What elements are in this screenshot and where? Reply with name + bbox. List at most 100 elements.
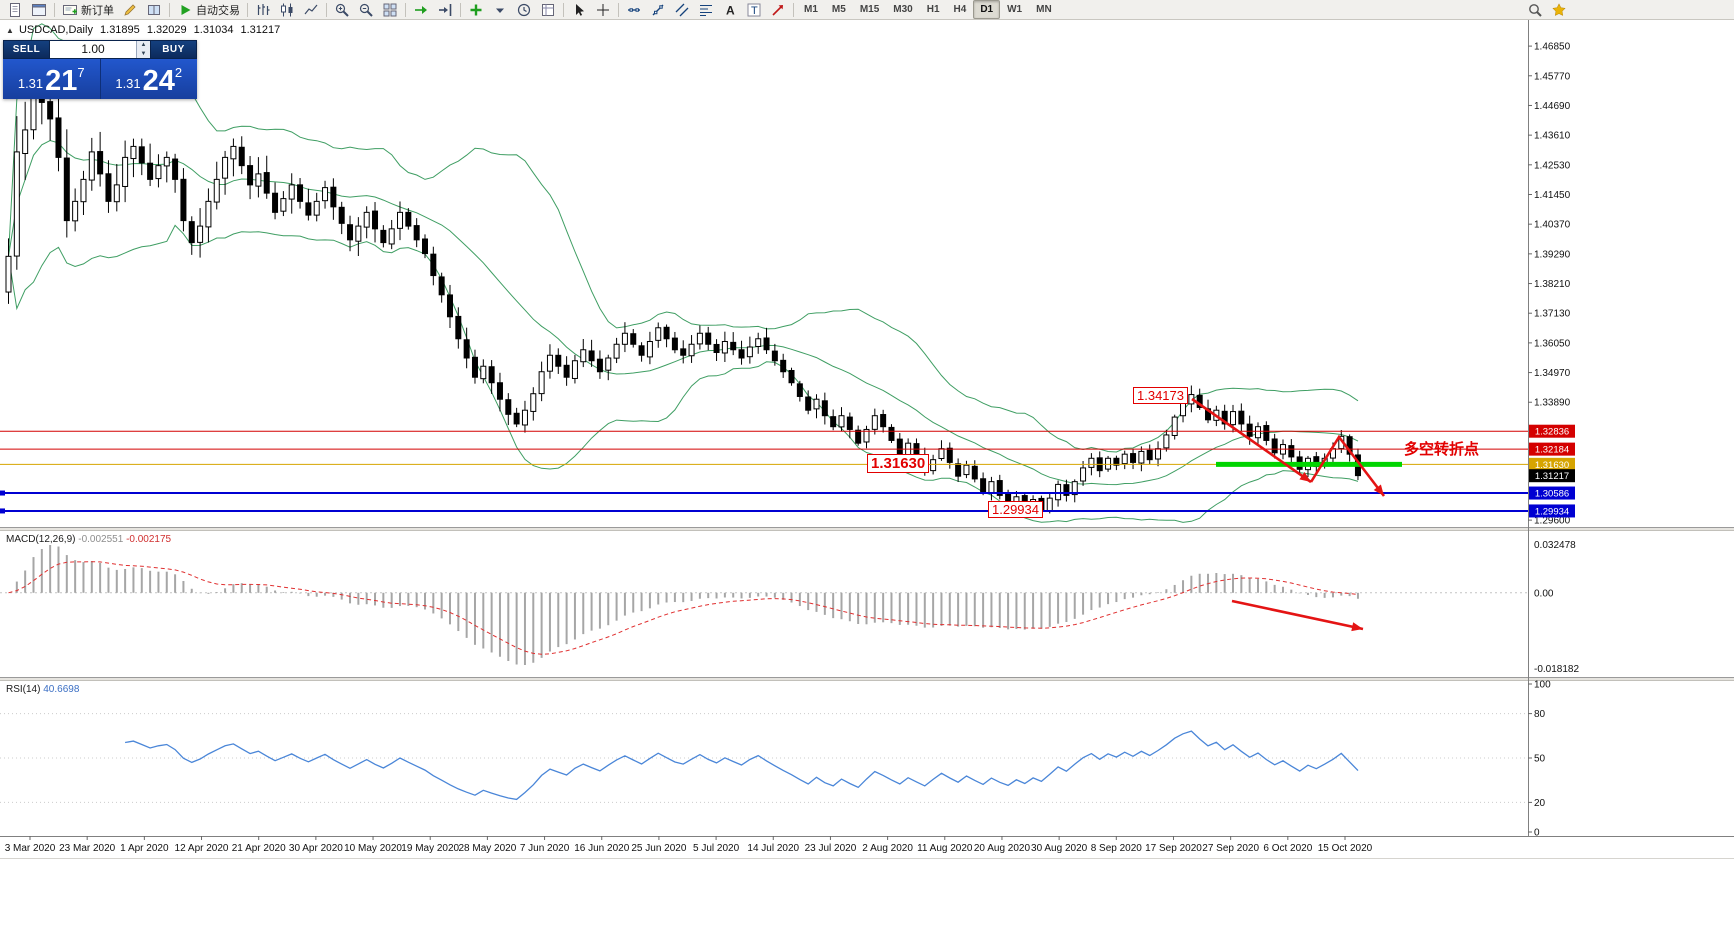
page-icon — [7, 2, 23, 18]
crosshair-button[interactable] — [592, 0, 614, 20]
search-button[interactable] — [1524, 0, 1546, 20]
candle-body — [521, 409, 528, 426]
hline-anchor[interactable] — [0, 508, 5, 514]
candle-body — [88, 151, 95, 181]
arrows-tool-button[interactable] — [767, 0, 789, 20]
volume-value[interactable]: 1.00 — [81, 42, 105, 56]
price-scale-label: 1.42530 — [1534, 160, 1571, 171]
symbol-marker-icon: ▲ — [6, 26, 14, 35]
timeframe-MN[interactable]: MN — [1036, 4, 1052, 15]
indicators-button[interactable] — [465, 0, 487, 20]
annotation-price-1-31630[interactable]: 1.31630 — [867, 454, 930, 473]
pane-separator[interactable] — [0, 677, 1734, 681]
bar-chart-mode-button[interactable] — [252, 0, 274, 20]
new-order-button[interactable]: 新订单 — [59, 0, 117, 20]
zoom-out-button[interactable] — [355, 0, 377, 20]
hline-anchor[interactable] — [0, 490, 5, 496]
volume-down-icon[interactable]: ▼ — [137, 49, 150, 58]
templates-button[interactable] — [537, 0, 559, 20]
indicators-list-button[interactable] — [489, 0, 511, 20]
periods-button[interactable] — [513, 0, 535, 20]
candle-body — [1263, 425, 1270, 441]
label-tool-button[interactable]: T — [743, 0, 765, 20]
date-label: 19 May 2020 — [401, 843, 459, 854]
new-order-label: 新订单 — [81, 4, 114, 17]
candle-body — [5, 255, 12, 293]
new-chart-button[interactable] — [4, 0, 26, 20]
candle-body — [846, 416, 853, 430]
tile-icon — [382, 2, 398, 18]
horizontal-line-tool-button[interactable] — [623, 0, 645, 20]
volume-spinner[interactable]: 1.00 ▲ ▼ — [50, 40, 150, 59]
price-scale-label: 1.45770 — [1534, 71, 1571, 82]
one-click-trade-panel: SELL 1.00 ▲ ▼ BUY 1.31 21 7 1.31 24 2 — [3, 40, 197, 99]
price-scale[interactable]: 1.46850 1.45770 1.44690 1.43610 1.42530 1.414… — [1528, 42, 1575, 527]
play-icon — [177, 2, 193, 18]
candle-body — [630, 333, 637, 345]
trend-arrow-line[interactable] — [1309, 434, 1386, 497]
date-label: 30 Apr 2020 — [289, 843, 343, 854]
auto-scroll-button[interactable] — [410, 0, 432, 20]
timeframe-M5[interactable]: M5 — [831, 4, 846, 15]
price-scale-label: 1.41450 — [1534, 190, 1571, 201]
timeframe-W1[interactable]: W1 — [1007, 4, 1023, 15]
candle-body — [430, 253, 437, 277]
volume-up-icon[interactable]: ▲ — [137, 41, 150, 50]
candle-chart-mode-button[interactable] — [276, 0, 298, 20]
candle-body — [355, 225, 362, 242]
candle-body — [130, 145, 137, 160]
annotation-turning-point-note[interactable]: 多空转折点 — [1404, 441, 1480, 458]
channel-tool-button[interactable] — [671, 0, 693, 20]
sell-button[interactable]: SELL — [3, 40, 50, 59]
timeframe-M15[interactable]: M15 — [859, 4, 880, 15]
timeframe-H1[interactable]: H1 — [926, 4, 940, 15]
sell-price[interactable]: 1.31 21 7 — [3, 59, 101, 99]
timeframe-H4[interactable]: H4 — [953, 4, 967, 15]
zoom-in-button[interactable] — [331, 0, 353, 20]
timeframe-D1[interactable]: D1 — [973, 0, 1001, 19]
fibonacci-tool-button[interactable] — [695, 0, 717, 20]
cursor-button[interactable] — [568, 0, 590, 20]
autotrading-button[interactable]: 自动交易 — [174, 0, 243, 20]
horizontal-price-lines[interactable] — [0, 430, 1528, 514]
candle-body — [588, 350, 595, 362]
macd-value-signal: -0.002175 — [126, 534, 172, 545]
text-tool-button[interactable]: A — [719, 0, 741, 20]
main-price-pane[interactable] — [5, 23, 1361, 523]
crosshair-icon — [595, 2, 611, 18]
ohlc-open: 1.31895 — [100, 24, 140, 36]
metaeditor-button[interactable] — [119, 0, 141, 20]
price-badge-1.31217 — [1529, 469, 1575, 483]
annotation-price-1-34173[interactable]: 1.34173 — [1133, 387, 1188, 404]
chart-shift-button[interactable] — [434, 0, 456, 20]
candle-body — [280, 198, 287, 212]
date-label: 8 Sep 2020 — [1091, 843, 1143, 854]
macd-pane[interactable]: 0.032478 0.00 -0.018182 — [0, 540, 1579, 675]
favorites-button[interactable] — [1548, 0, 1570, 20]
macd-histogram — [15, 545, 1359, 665]
macd-trend-arrow[interactable] — [1231, 599, 1364, 631]
rsi-scale-label: 20 — [1534, 798, 1546, 809]
pane-separator[interactable] — [0, 527, 1734, 531]
buy-button[interactable]: BUY — [150, 40, 197, 59]
macd-label: MACD(12,26,9) -0.002551 -0.002175 — [6, 534, 171, 545]
chart-window-button[interactable] — [28, 0, 50, 20]
candle-body — [205, 200, 212, 228]
time-axis[interactable]: 3 Mar 2020 23 Mar 2020 1 Apr 2020 12 Apr 20… — [5, 836, 1373, 854]
timeframe-M30[interactable]: M30 — [893, 4, 913, 15]
trend-arrows[interactable] — [1191, 397, 1386, 497]
volume-spin-buttons[interactable]: ▲ ▼ — [136, 41, 150, 58]
buy-price-pips: 24 — [142, 65, 175, 97]
buy-price[interactable]: 1.31 24 2 — [100, 59, 197, 99]
tile-windows-button[interactable] — [379, 0, 401, 20]
trendline-tool-button[interactable] — [647, 0, 669, 20]
trend-arrow-line[interactable] — [1191, 397, 1312, 484]
candle-body — [338, 206, 345, 224]
candle-body — [397, 211, 404, 229]
line-chart-mode-button[interactable] — [300, 0, 322, 20]
annotation-price-1-29934[interactable]: 1.29934 — [988, 501, 1043, 518]
timeframe-M1[interactable]: M1 — [804, 4, 818, 15]
history-center-button[interactable] — [143, 0, 165, 20]
rsi-pane[interactable]: 100 80 50 20 0 — [0, 680, 1551, 839]
